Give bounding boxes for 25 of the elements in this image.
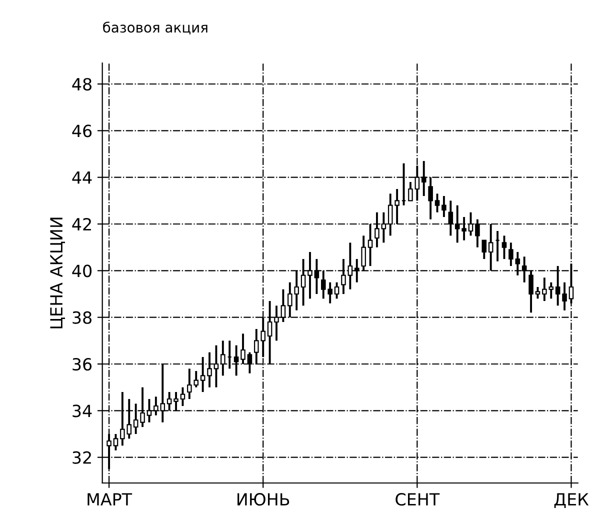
y-tick-label: 36 — [72, 358, 92, 371]
x-tick-label: ДЕК — [554, 493, 589, 508]
y-tick-label: 44 — [72, 172, 92, 184]
candlestick — [180, 386, 186, 407]
chart-title: базовоя акция — [103, 22, 208, 34]
candlestick — [334, 281, 340, 300]
candlestick — [502, 234, 507, 260]
candlestick — [113, 433, 118, 452]
x-tick-label: МАРТ — [88, 493, 132, 506]
candlestick — [434, 192, 440, 214]
y-tick-label: 38 — [72, 311, 92, 324]
y-tick-label: 48 — [72, 78, 92, 91]
y-tick-label: 42 — [72, 218, 91, 230]
y-tick-label: 40 — [72, 264, 92, 278]
y-tick-label: 34 — [72, 404, 92, 418]
x-tick-label: СЕНТ — [396, 493, 440, 506]
candlestick — [562, 281, 567, 312]
candlestick — [442, 195, 446, 218]
candlestick — [482, 239, 487, 260]
candlestick — [408, 181, 413, 202]
y-axis-title: ЦЕНА АКЦИИ — [50, 218, 65, 328]
y-tick-label: 32 — [72, 451, 91, 464]
y-tick-label: 46 — [72, 124, 92, 138]
x-tick-label: ИЮНЬ — [238, 493, 290, 506]
candlestick — [535, 286, 540, 300]
